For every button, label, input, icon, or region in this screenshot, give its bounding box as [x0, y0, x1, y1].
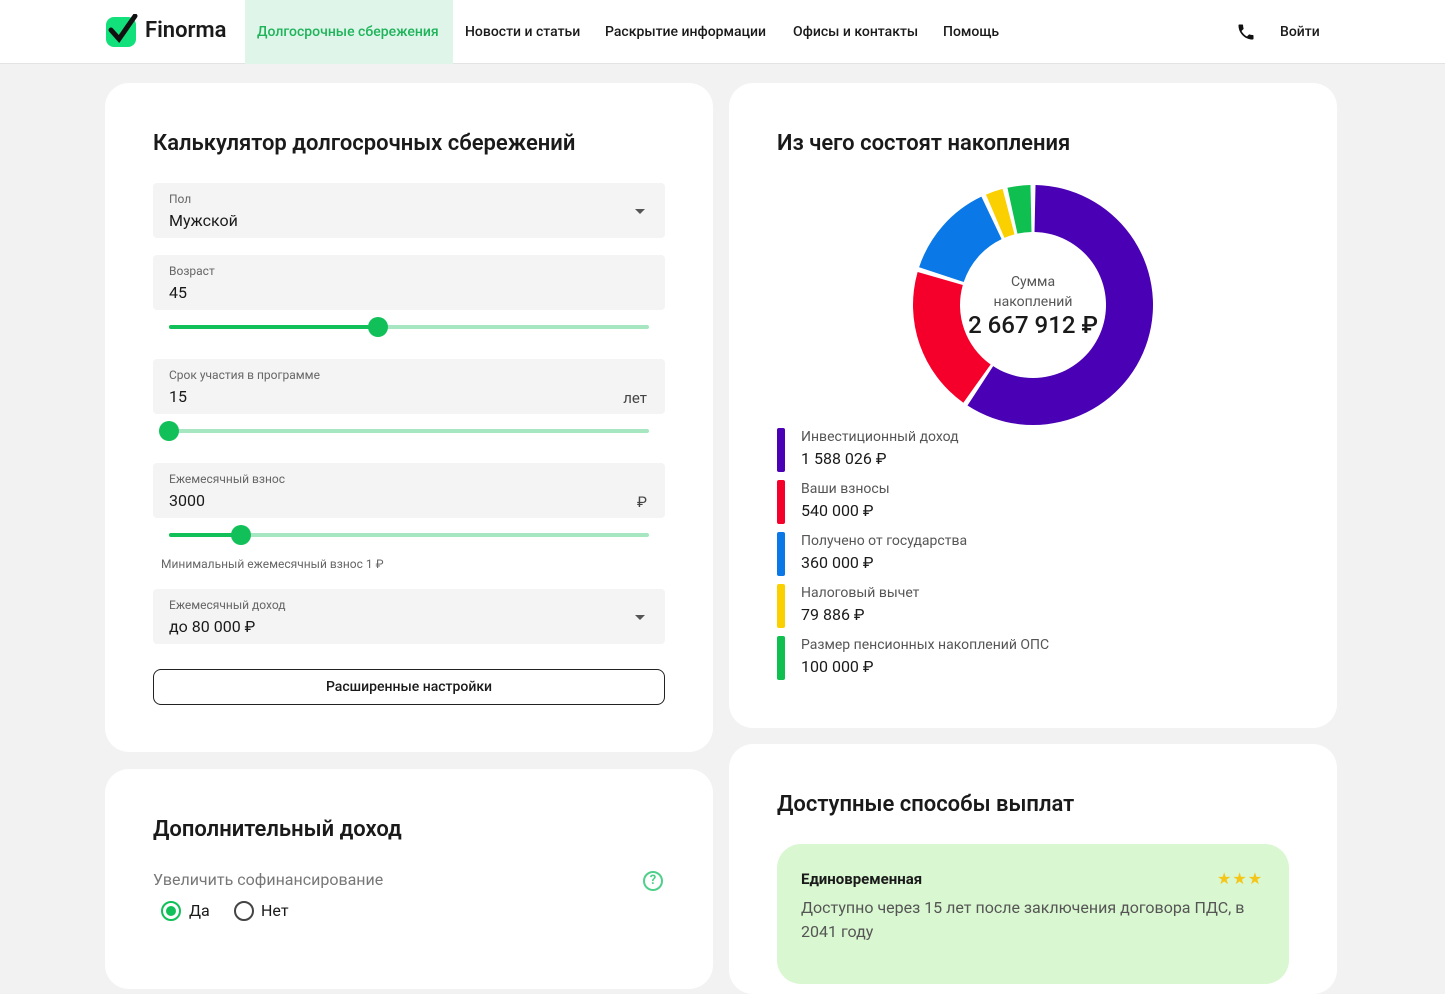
nav-item[interactable]: Раскрытие информации	[605, 24, 766, 40]
slider-knob[interactable]	[159, 421, 179, 441]
total: 2 667 912 ₽	[968, 311, 1098, 339]
legend-label: Ваши взносы	[801, 481, 890, 497]
donut-segment	[967, 185, 1153, 425]
advanced-button[interactable]: Расширенные настройки	[153, 669, 665, 705]
slider[interactable]	[159, 421, 649, 441]
donut-segment	[985, 188, 1015, 238]
nav-item[interactable]: Офисы и контакты	[793, 24, 919, 40]
legend-label: Размер пенсионных накоплений ОПС	[801, 637, 1050, 653]
nav-item[interactable]: Помощь	[943, 24, 1000, 40]
legend-label: Получено от государства	[801, 533, 968, 549]
radio-selected[interactable]	[161, 901, 181, 921]
extra-title: Дополнительный доход	[153, 817, 402, 842]
legend-swatch	[777, 584, 785, 628]
dropdown-arrow	[635, 615, 645, 620]
dropdown-arrow	[635, 209, 645, 214]
header	[0, 0, 1445, 64]
logo-icon	[106, 14, 138, 47]
field-value: 3000	[169, 491, 205, 510]
legend-label: Инвестиционный доход	[801, 429, 959, 445]
donut-segment	[919, 196, 1002, 283]
calculator-title: Калькулятор долгосрочных сбережений	[153, 131, 576, 156]
field-label: Ежемесячный доход	[169, 598, 286, 612]
legend-value: 360 000 ₽	[801, 553, 874, 572]
slider-knob[interactable]	[368, 317, 388, 337]
field[interactable]: Ежемесячный доход до 80 000 ₽	[153, 589, 665, 644]
legend-value: 1 588 026 ₽	[801, 449, 887, 468]
field-label: Пол	[169, 192, 192, 206]
field-label: Срок участия в программе	[169, 368, 320, 382]
legend-value: 100 000 ₽	[801, 657, 874, 676]
donut-segment	[1007, 185, 1032, 234]
donut-chart	[913, 185, 1153, 425]
field-unit: ₽	[637, 493, 647, 511]
slider[interactable]	[169, 525, 649, 545]
field-label: Возраст	[169, 264, 215, 278]
nav-item[interactable]: Новости и статьи	[465, 24, 581, 40]
field[interactable]: Срок участия в программе 15 лет	[153, 359, 665, 414]
legend-value: 79 886 ₽	[801, 605, 865, 624]
donut-segment	[913, 272, 991, 403]
legend-swatch	[777, 636, 785, 680]
slider-knob[interactable]	[231, 525, 251, 545]
field-unit: лет	[623, 389, 647, 407]
radio-label: Да	[189, 901, 210, 920]
slider-fill	[169, 325, 378, 329]
hint: Минимальный ежемесячный взнос 1 ₽	[161, 557, 384, 571]
legend-swatch	[777, 532, 785, 576]
slider[interactable]	[169, 317, 649, 337]
field-value: 45	[169, 283, 187, 302]
legend-swatch	[777, 480, 785, 524]
nav-active-bg	[245, 0, 453, 64]
field-value: Мужской	[169, 211, 238, 230]
field[interactable]: Возраст 45	[153, 255, 665, 310]
slider-fill	[169, 533, 241, 537]
phone-icon[interactable]	[1236, 22, 1256, 42]
nav-item[interactable]: Долгосрочные сбережения	[257, 24, 439, 40]
field-value: до 80 000 ₽	[169, 617, 256, 636]
question: Увеличить софинансирование	[153, 870, 384, 889]
help-icon[interactable]: ?	[643, 871, 663, 891]
payout-title: Единовременная	[801, 870, 923, 888]
legend-swatch	[777, 428, 785, 472]
legend-label: Налоговый вычет	[801, 585, 920, 601]
radio-label: Нет	[261, 901, 289, 920]
field[interactable]: Пол Мужской	[153, 183, 665, 238]
radio[interactable]	[234, 901, 254, 921]
stars: ★★★	[1217, 869, 1264, 888]
payouts-title: Доступные способы выплат	[777, 792, 1075, 817]
field-value: 15	[169, 387, 187, 406]
login[interactable]: Войти	[1280, 24, 1320, 40]
composition-title: Из чего состоят накопления	[777, 131, 1071, 156]
logo[interactable]: Finorma	[145, 18, 227, 43]
center-label: Сумма накоплений	[993, 274, 1073, 310]
field[interactable]: Ежемесячный взнос 3000 ₽	[153, 463, 665, 518]
field-label: Ежемесячный взнос	[169, 472, 286, 486]
payout-text: Доступно через 15 лет после заключения д…	[801, 898, 1245, 941]
legend-value: 540 000 ₽	[801, 501, 874, 520]
